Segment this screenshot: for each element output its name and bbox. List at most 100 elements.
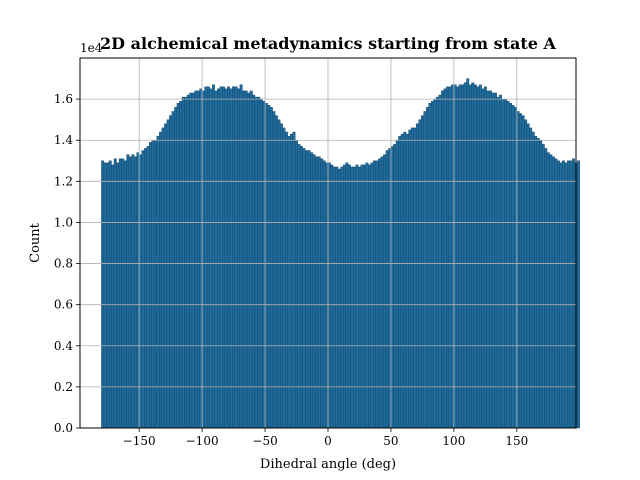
- histogram-bar: [212, 84, 215, 429]
- histogram-bar: [567, 160, 570, 429]
- histogram-bar: [335, 166, 339, 429]
- y-tick-label: 0.0: [54, 421, 73, 435]
- histogram-bar: [164, 123, 168, 429]
- x-tick-label: −50: [252, 434, 277, 448]
- y-tick-label: 0.4: [54, 339, 73, 353]
- histogram-bar: [204, 86, 208, 429]
- histogram-bar: [353, 166, 356, 429]
- histogram-bar: [526, 123, 530, 429]
- histogram-bar: [511, 105, 515, 429]
- histogram-bar: [186, 94, 190, 429]
- histogram-bar: [121, 158, 125, 429]
- y-tick-label: 1.2: [54, 174, 73, 188]
- histogram-bar: [320, 158, 324, 429]
- histogram-bar: [166, 119, 170, 429]
- y-tick-label: 0.2: [54, 380, 73, 394]
- histogram-bar: [111, 164, 115, 429]
- histogram-bar: [292, 131, 296, 429]
- histogram-bar: [539, 140, 543, 429]
- histogram-bar: [358, 166, 361, 429]
- histogram-bar: [222, 86, 225, 429]
- histogram-bar: [272, 111, 276, 429]
- histogram-bar: [252, 94, 256, 429]
- histogram-bar: [443, 88, 447, 429]
- histogram-bar: [368, 164, 371, 429]
- histogram-bar: [267, 105, 271, 429]
- histogram-bar: [488, 90, 492, 429]
- histogram-bar: [277, 119, 281, 429]
- histogram-bar: [156, 135, 160, 429]
- histogram-bar: [171, 111, 175, 429]
- x-tick-label: −150: [123, 434, 156, 448]
- histogram-bar: [423, 111, 427, 429]
- histogram-bar: [234, 86, 238, 429]
- y-tick-label: 0.6: [54, 298, 73, 312]
- y-tick-label: 1.6: [54, 92, 73, 106]
- y-tick-label: 1.0: [54, 215, 73, 229]
- histogram-bar: [499, 94, 502, 429]
- histogram-bar: [217, 88, 220, 429]
- histogram-bar: [300, 146, 303, 429]
- histogram-bar: [400, 133, 404, 429]
- histogram-bar: [242, 90, 246, 429]
- histogram-bar: [176, 103, 180, 429]
- histogram-bar: [214, 90, 218, 429]
- histogram-bar: [317, 156, 321, 429]
- histogram-bar: [531, 131, 535, 429]
- histogram-bar: [247, 92, 251, 429]
- histogram-bar: [254, 96, 258, 429]
- histogram-bar: [285, 131, 288, 429]
- axis-ticks: −150 −100 −50 0 50 100 150 0.0 0.2 0.4 0.6 0.8 1.0 1.…: [54, 92, 528, 448]
- histogram-bar: [420, 115, 424, 429]
- histogram-bar: [385, 150, 389, 429]
- histogram-bar: [541, 144, 545, 429]
- histogram-bar: [244, 90, 248, 429]
- histogram-bar: [564, 162, 568, 429]
- histogram-bar: [476, 86, 480, 429]
- histogram-bar: [249, 90, 253, 429]
- histogram-bar: [554, 158, 558, 429]
- histogram-bar: [395, 140, 399, 429]
- histogram-bar: [544, 148, 548, 429]
- histogram-bar: [496, 96, 500, 429]
- x-tick-label: −100: [186, 434, 219, 448]
- histogram-bar: [441, 90, 444, 429]
- histogram-bar: [446, 86, 450, 429]
- histogram-bar: [463, 82, 467, 429]
- histogram-bar: [478, 84, 482, 429]
- x-tick-label: 100: [442, 434, 465, 448]
- histogram-bar: [378, 158, 382, 429]
- histogram-bar: [561, 160, 565, 429]
- histogram-bar: [315, 156, 319, 429]
- histogram-bar: [128, 156, 132, 429]
- histogram-bar: [269, 107, 273, 429]
- histogram-bar: [113, 158, 117, 429]
- histogram-bar: [569, 160, 573, 429]
- histogram-bar: [118, 158, 122, 429]
- histogram-bar: [342, 164, 346, 429]
- histogram-bar: [506, 100, 510, 429]
- histogram-bar: [332, 166, 336, 429]
- histogram-bar: [106, 162, 110, 429]
- histogram-bar: [274, 115, 278, 429]
- histogram-bar: [363, 164, 366, 429]
- histogram-bar: [307, 150, 311, 429]
- histogram-bar: [141, 150, 145, 429]
- histogram-bar: [282, 127, 286, 429]
- histogram-bar: [305, 150, 309, 429]
- histogram-bar: [431, 100, 434, 429]
- histogram-bar: [473, 84, 477, 429]
- histogram-bar: [146, 146, 150, 429]
- histogram-bar: [239, 84, 243, 429]
- histogram-bar: [196, 90, 200, 429]
- histogram-bar: [191, 92, 195, 429]
- histogram-bar: [194, 90, 198, 429]
- histogram-bar: [206, 86, 210, 429]
- histogram-bar: [179, 100, 183, 429]
- histogram-bar: [224, 88, 228, 429]
- histogram-bar: [123, 160, 127, 429]
- histogram-bar: [403, 131, 407, 429]
- y-axis-offset-label: 1e4: [80, 41, 103, 55]
- histogram-bar: [209, 88, 213, 429]
